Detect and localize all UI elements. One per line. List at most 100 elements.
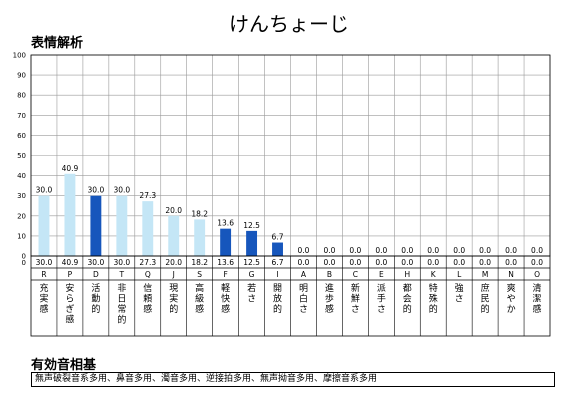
category-label-char: 実 <box>169 293 178 305</box>
category-label-char: や <box>507 294 516 305</box>
table-value: 12.5 <box>243 258 260 267</box>
data-label: 27.3 <box>139 191 156 200</box>
table-value: 0.0 <box>453 258 465 267</box>
y-tick-label: 20 <box>17 212 26 220</box>
data-label: 13.6 <box>217 219 234 228</box>
data-label: 0.0 <box>479 246 491 255</box>
category-label: 軽快感 <box>221 283 230 315</box>
table-value: 13.6 <box>217 258 234 267</box>
category-code: G <box>249 270 255 279</box>
category-label-char: 的 <box>273 303 282 315</box>
category-label-char: 明 <box>299 283 308 294</box>
category-code: A <box>301 270 307 279</box>
category-label-char: 的 <box>481 303 490 315</box>
data-label: 6.7 <box>272 233 284 242</box>
table-value: 0.0 <box>375 258 387 267</box>
data-label: 0.0 <box>531 246 543 255</box>
data-label: 0.0 <box>298 246 310 255</box>
category-code: L <box>457 270 462 279</box>
data-label: 0.0 <box>427 246 439 255</box>
category-label-char: 清 <box>533 282 542 294</box>
category-label: 新鮮さ <box>351 282 360 315</box>
y-tick-label: 70 <box>17 112 26 120</box>
table-value: 6.7 <box>272 258 284 267</box>
category-label-char: 非 <box>117 282 126 294</box>
category-code: P <box>68 270 73 279</box>
category-code: C <box>353 270 358 279</box>
table-value: 0.0 <box>323 258 335 267</box>
category-label: 明白さ <box>299 283 308 315</box>
bar <box>220 228 232 256</box>
y-tick-label: 90 <box>17 72 26 80</box>
category-code: J <box>172 270 175 279</box>
data-label: 30.0 <box>88 186 105 195</box>
effective-phonemes-text: 無声破裂音系多用、鼻音多用、濁音多用、逆接拍多用、無声拗音多用、摩擦音系多用 <box>35 374 378 384</box>
category-label: 活動的 <box>91 282 100 315</box>
category-label-char: 安 <box>65 282 74 294</box>
bar <box>90 195 102 256</box>
category-label-char: 感 <box>195 303 204 315</box>
page-title: けんちょーじ <box>229 12 349 36</box>
category-label-char: 白 <box>299 293 308 305</box>
category-label: 爽やか <box>507 283 516 315</box>
category-label-char: 放 <box>273 293 282 305</box>
data-label: 0.0 <box>349 246 361 255</box>
category-label-char: 若 <box>247 282 256 294</box>
category-label-char: 潔 <box>533 294 542 305</box>
category-code: B <box>327 270 332 279</box>
y-tick-label: 100 <box>13 52 26 60</box>
data-label: 30.0 <box>113 186 130 195</box>
category-label: 派手さ <box>377 283 386 315</box>
category-label-char: さ <box>351 304 360 315</box>
category-label-char: 動 <box>91 294 100 305</box>
y-tick-label: 50 <box>17 152 26 160</box>
y-tick-label: 60 <box>17 132 26 140</box>
category-label-char: 感 <box>65 314 74 326</box>
category-label: 若さ <box>247 282 256 305</box>
category-code: O <box>534 270 540 279</box>
category-label-char: 感 <box>39 303 48 315</box>
category-code: R <box>41 270 46 279</box>
data-label: 0.0 <box>323 246 335 255</box>
data-label: 0.0 <box>453 246 465 255</box>
category-label-char: か <box>507 304 516 315</box>
category-label-char: 進 <box>325 282 334 294</box>
category-code: I <box>276 270 278 279</box>
category-label-char: 派 <box>377 283 386 294</box>
category-label-char: 庶 <box>481 282 490 294</box>
data-label: 0.0 <box>401 246 413 255</box>
table-value: 0.0 <box>531 258 543 267</box>
category-label: 都会的 <box>403 283 412 315</box>
category-code: T <box>119 270 125 279</box>
category-label: 強さ <box>455 282 464 305</box>
category-label: 開放的 <box>273 283 282 315</box>
table-value: 0.0 <box>479 258 491 267</box>
table-value: 30.0 <box>36 258 53 267</box>
category-label: 進歩感 <box>325 282 334 315</box>
category-label-char: 感 <box>533 303 542 315</box>
category-label-char: 新 <box>351 282 360 294</box>
effective-phonemes-box: 無声破裂音系多用、鼻音多用、濁音多用、逆接拍多用、無声拗音多用、摩擦音系多用 <box>31 372 555 387</box>
category-label-char: さ <box>455 294 464 305</box>
table-zero-label: 0 <box>22 259 26 267</box>
table-value: 0.0 <box>505 258 517 267</box>
table-value: 18.2 <box>191 258 208 267</box>
bar <box>246 230 258 256</box>
category-label: 特殊的 <box>429 282 438 315</box>
category-label-char: 的 <box>169 303 178 315</box>
category-code: N <box>508 270 514 279</box>
table-value: 20.0 <box>165 258 182 267</box>
category-label: 庶民的 <box>481 282 490 315</box>
category-label-char: 鮮 <box>351 293 360 305</box>
category-label-char: 軽 <box>221 283 230 294</box>
table-value: 0.0 <box>298 258 310 267</box>
category-label-char: 級 <box>195 293 204 305</box>
category-code: H <box>404 270 410 279</box>
category-label: 充実感 <box>39 282 48 315</box>
category-label-char: 活 <box>91 282 100 294</box>
data-label: 30.0 <box>36 186 53 195</box>
category-label-char: 爽 <box>507 283 516 294</box>
bar <box>64 173 76 256</box>
